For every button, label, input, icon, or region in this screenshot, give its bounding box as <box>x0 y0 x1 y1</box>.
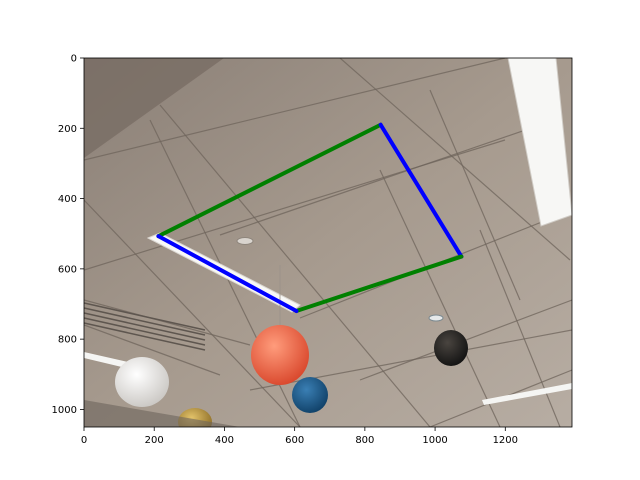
x-tick-label: 1200 <box>493 435 518 446</box>
air-vent-slat <box>84 307 206 336</box>
x-axis: 0 200 400 600 800 1000 1200 <box>81 427 518 446</box>
x-tick-label: 800 <box>355 435 374 446</box>
green-segment <box>294 254 464 314</box>
ceiling-grid-line <box>84 199 301 427</box>
y-axis: 0 200 400 600 800 1000 <box>52 54 84 416</box>
ceiling-shadow <box>84 58 224 158</box>
y-tick-label: 800 <box>58 335 77 346</box>
smoke-detector <box>236 237 254 245</box>
white-lantern <box>115 357 169 407</box>
ceiling-grid-line <box>84 324 221 376</box>
y-tick-label: 1000 <box>52 405 77 416</box>
ceiling-light <box>482 383 572 405</box>
blue-segment <box>156 234 299 314</box>
ceiling-photo <box>84 58 572 427</box>
green-segment <box>156 122 383 239</box>
ceiling-grid-line <box>84 299 251 346</box>
ceiling-grid-line <box>159 104 431 427</box>
ceiling-grid-line <box>379 169 501 427</box>
annotation-lines <box>156 122 464 314</box>
air-vent-slat <box>84 322 206 351</box>
y-tick-label: 400 <box>58 194 77 205</box>
sprinkler <box>428 314 444 322</box>
ceiling-grid-line <box>84 58 506 161</box>
blue-segment <box>378 122 464 259</box>
wall-edge <box>84 400 240 427</box>
ceiling-grid-line <box>219 124 541 236</box>
y-tick-label: 600 <box>58 264 77 275</box>
red-lantern <box>251 325 309 385</box>
air-vent-slat <box>84 302 206 331</box>
blue-lantern <box>292 377 328 413</box>
x-tick-label: 0 <box>81 435 87 446</box>
ceiling-grid-line <box>429 89 521 301</box>
x-tick-label: 1000 <box>422 435 447 446</box>
air-vent-slat <box>84 317 206 346</box>
y-tick-label: 0 <box>71 54 77 65</box>
ceiling-grid-line <box>479 229 561 427</box>
plot-frame <box>83 57 573 428</box>
x-tick-label: 600 <box>285 435 304 446</box>
ceiling-light <box>507 58 572 227</box>
x-tick-label: 400 <box>215 435 234 446</box>
ceiling-light <box>84 352 128 368</box>
x-tick-label: 200 <box>145 435 164 446</box>
black-lantern <box>434 330 468 366</box>
y-tick-label: 200 <box>58 124 77 135</box>
air-vent-slat <box>84 312 206 341</box>
